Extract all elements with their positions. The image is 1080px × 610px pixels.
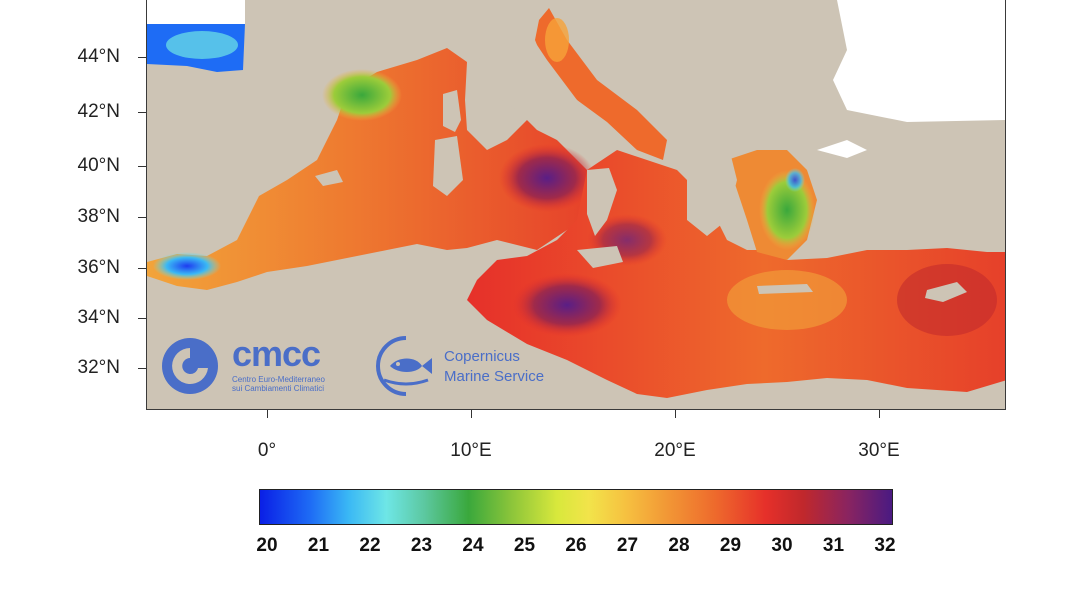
right-margin	[1038, 0, 1080, 610]
gulf-of-lion-cool	[322, 69, 402, 121]
temperature-colorbar	[259, 489, 893, 525]
latitude-tick	[138, 166, 146, 167]
colorbar-tick-label: 26	[565, 535, 587, 556]
longitude-label: 0°	[257, 440, 277, 461]
colorbar-tick-label: 31	[822, 535, 845, 556]
colorbar-tick-label: 23	[410, 535, 433, 556]
copernicus-title: Copernicus	[444, 348, 520, 365]
cmcc-wordmark: cmcc	[232, 333, 321, 374]
alboran-cold	[153, 252, 221, 280]
latitude-label: 36°N	[77, 257, 120, 278]
latitude-label: 38°N	[77, 206, 120, 227]
latitude-label: 44°N	[77, 46, 120, 67]
colorbar-tick-label: 32	[874, 535, 896, 556]
map-canvas	[147, 0, 1005, 409]
latitude-tick	[138, 368, 146, 369]
cmcc-logo: cmcc Centro Euro-Mediterraneo sui Cambia…	[160, 334, 360, 398]
cmcc-subtitle: sui Cambiamenti Climatici	[232, 384, 325, 393]
longitude-label: 20°E	[654, 440, 696, 461]
western-mediterranean	[147, 48, 597, 290]
latitude-tick	[138, 268, 146, 269]
colorbar-tick-label: 27	[616, 535, 639, 556]
latitude-tick	[138, 217, 146, 218]
copernicus-logo: Copernicus Marine Service	[376, 336, 576, 400]
no-data-area	[937, 6, 967, 24]
sicily	[577, 246, 623, 268]
cmcc-swirl-icon	[162, 338, 218, 394]
copernicus-subtitle: Marine Service	[444, 368, 545, 385]
marmara-no-data	[817, 140, 867, 158]
corsica	[443, 90, 461, 132]
black-sea-no-data	[833, 0, 1005, 122]
calabria	[587, 168, 617, 236]
longitude-tick	[879, 410, 880, 418]
colorbar-tick-label: 21	[307, 535, 330, 556]
latitude-tick	[138, 112, 146, 113]
cyprus	[925, 282, 967, 302]
no-data-area	[147, 0, 245, 24]
colorbar-tick-label: 20	[256, 535, 278, 556]
latitude-tick	[138, 318, 146, 319]
fish-icon	[376, 336, 432, 396]
latitude-label: 42°N	[77, 101, 120, 122]
latitude-tick	[138, 57, 146, 58]
colorbar-tick-label: 25	[513, 535, 536, 556]
colorbar-tick-label: 29	[719, 535, 742, 556]
colorbar-tick-label: 22	[359, 535, 381, 556]
italian-peninsula	[477, 30, 617, 160]
colorbar-tick-label: 28	[668, 535, 690, 556]
sardinia	[433, 136, 463, 196]
sicily-channel-hotspot	[512, 273, 622, 337]
cmcc-subtitle: Centro Euro-Mediterraneo	[232, 375, 325, 384]
latitude-label: 32°N	[77, 357, 120, 378]
longitude-tick	[675, 410, 676, 418]
longitude-label: 30°E	[858, 440, 900, 461]
colorbar-tick-label: 24	[462, 535, 484, 556]
greece	[677, 140, 737, 236]
crete	[757, 284, 813, 294]
sea-surface-temperature-map	[146, 0, 1006, 410]
latitude-label: 34°N	[77, 307, 120, 328]
balearic-islands	[315, 170, 343, 186]
longitude-tick	[267, 410, 268, 418]
tyrrhenian-hotspot	[499, 144, 595, 212]
colorbar-tick-label: 30	[771, 535, 793, 556]
aegean-cool	[759, 170, 815, 250]
latitude-label: 40°N	[77, 155, 120, 176]
longitude-label: 10°E	[450, 440, 492, 461]
longitude-tick	[471, 410, 472, 418]
left-margin	[0, 0, 42, 610]
